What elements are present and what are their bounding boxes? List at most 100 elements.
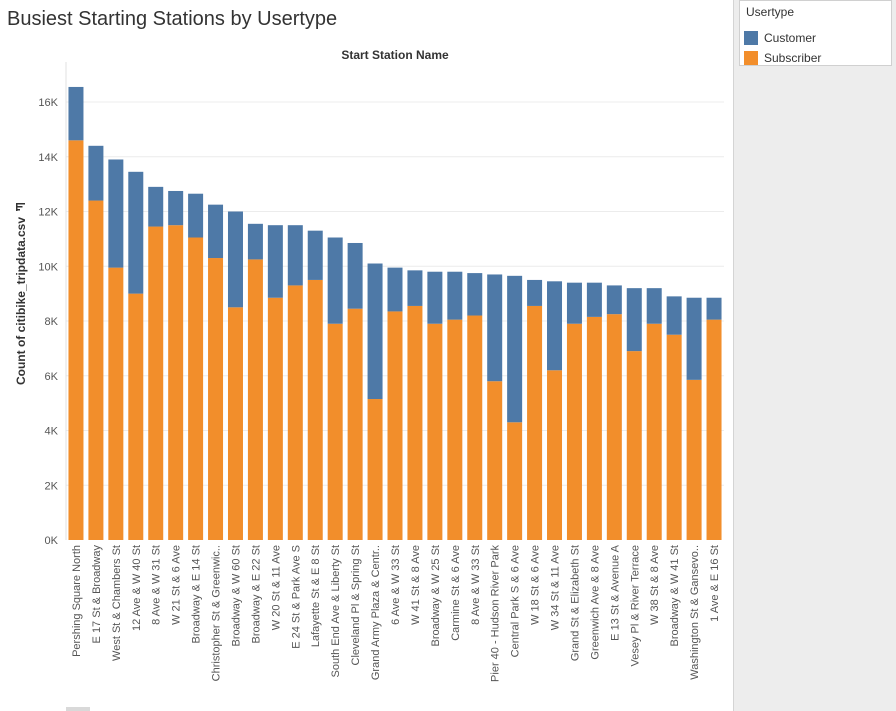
x-tick-label: Washington St & Gansevo.. [689,545,701,680]
x-tick-label: South End Ave & Liberty St [330,545,342,678]
y-tick-label: 10K [38,261,58,273]
y-tick-label: 8K [45,316,59,328]
x-tick-label: W 20 St & 11 Ave [270,545,282,630]
bar-customer [188,193,204,238]
x-tick-label: 1 Ave & E 16 St [709,545,721,622]
bar-customer [287,225,303,286]
x-tick-label: Lafayette St & E 8 St [310,545,322,647]
bar-customer [227,211,243,308]
x-tick-label: Carmine St & 6 Ave [450,545,462,641]
bar-customer [88,145,104,201]
x-tick-label: Pier 40 - Hudson River Park [490,545,502,682]
x-tick-label: Broadway & W 60 St [230,545,242,647]
x-tick-label: Broadway & W 25 St [430,545,442,647]
bar-customer [547,281,563,371]
bar-subscriber [108,267,124,540]
y-tick-label: 12K [38,207,58,219]
x-tick-label: West St & Chambers St [111,545,123,661]
legend-label-customer: Customer [764,31,817,45]
bar-subscriber [387,311,403,540]
bar-subscriber [208,258,224,540]
bar-customer [706,297,722,320]
bar-subscriber [606,314,622,540]
bar-subscriber [427,323,443,540]
bar-subscriber [407,305,423,540]
y-tick-label: 0K [45,535,59,547]
bar-subscriber [267,297,283,540]
bar-subscriber [88,200,104,541]
sort-icon[interactable] [16,203,25,211]
bar-customer [686,297,702,380]
legend-swatch-subscriber [744,51,758,65]
page-title: Busiest Starting Stations by Usertype [7,8,338,30]
bar-customer [626,288,642,352]
bar-customer [307,230,323,280]
bar-subscriber [307,279,323,540]
x-tick-label: Vesey Pl & River Terrace [629,545,641,666]
bar-customer [527,279,543,306]
x-tick-label: 8 Ave & W 31 St [151,545,163,625]
bar-customer [606,285,622,315]
sort-icon-bar [16,206,23,208]
bar-subscriber [547,370,563,540]
bar-chart: 0K 2K 4K 6K 8K 10K 12K 14K 16K Start Station Name… [14,48,724,682]
bar-customer [168,190,184,226]
bar-subscriber [367,399,383,540]
legend-swatch-customer [744,31,758,45]
bar-subscriber [626,351,642,540]
bar-customer [646,288,662,324]
legend-title: Usertype [746,5,795,19]
x-tick-label: W 34 St & 11 Ave [550,545,562,630]
x-tick-label: Grand Army Plaza & Centr.. [370,545,382,680]
bar-subscriber [666,334,682,540]
y-tick-label: 6K [45,371,59,383]
y-tick-label: 4K [45,426,59,438]
bar-customer [367,263,383,400]
x-tick-label: E 17 St & Broadway [91,545,103,644]
x-tick-label: W 21 St & 6 Ave [171,545,183,625]
y-tick-label: 16K [38,97,58,109]
legend-label-subscriber: Subscriber [764,51,822,65]
bar-customer [666,296,682,335]
bar-subscriber [347,308,363,540]
bar-subscriber [487,381,503,540]
sort-icon-bar [16,209,20,211]
bar-subscriber [148,226,164,540]
x-tick-label: Broadway & W 41 St [669,545,681,647]
x-tick-label: W 38 St & 8 Ave [649,545,661,625]
bar-subscriber [566,323,582,540]
bar-subscriber [287,285,303,540]
bar-subscriber [586,316,602,540]
x-tick-label: Central Park S & 6 Ave [510,545,522,657]
x-tick-label: W 18 St & 6 Ave [530,545,542,625]
x-tick-label: E 24 St & Park Ave S [290,545,302,649]
bar-customer [586,282,602,317]
bar-customer [387,267,403,312]
y-tick-label: 2K [45,480,59,492]
bar-customer [507,275,523,423]
bar-subscriber [128,293,144,540]
bar-subscriber [646,323,662,540]
bar-customer [427,271,443,324]
scroll-handle[interactable] [66,707,90,711]
bar-customer [327,237,343,324]
bar-subscriber [467,315,483,540]
bar-customer [148,186,164,227]
bar-subscriber [68,140,84,540]
x-tick-label: Grand St & Elizabeth St [569,545,581,661]
sort-icon-bar [16,203,25,205]
bar-customer [267,225,283,298]
bar-customer [467,273,483,316]
y-tick-label: 14K [38,152,58,164]
bar-subscriber [527,305,543,540]
bar-subscriber [188,237,204,540]
bar-subscriber [227,307,243,540]
bar-subscriber [706,319,722,540]
legend: Usertype Customer Subscriber [739,0,892,66]
x-tick-label: Greenwich Ave & 8 Ave [589,545,601,660]
x-tick-label: 6 Ave & W 33 St [390,545,402,625]
bar-customer [407,270,423,306]
y-axis-label: Count of citibike_tripdata.csv [14,217,28,385]
bar-customer [347,242,363,309]
bar-customer [487,274,503,382]
